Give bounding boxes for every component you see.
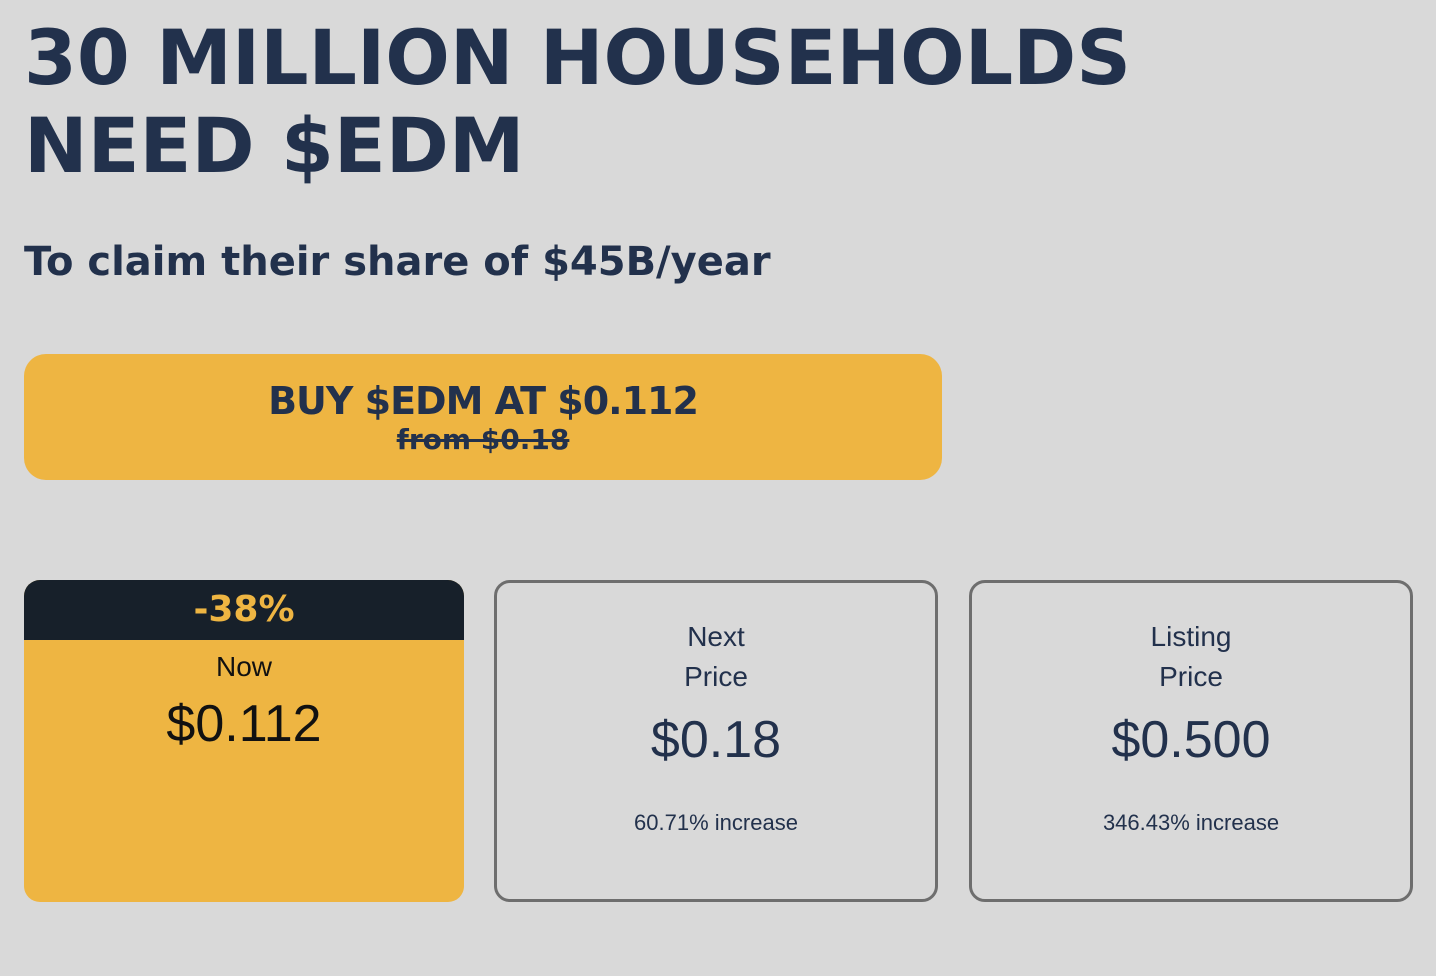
listing-price-increase: 346.43% increase	[1102, 810, 1280, 835]
subheadline: To claim their share of $45B/year	[24, 239, 771, 285]
next-price-increase: 60.71% increase	[634, 810, 798, 835]
headline-line-2: NEED $EDM	[24, 101, 525, 190]
listing-price-card: Listing Price $0.500 346.43% increase	[969, 580, 1413, 902]
headline: 30 MILLION HOUSEHOLDS NEED $EDM	[24, 14, 1131, 190]
buy-edm-button[interactable]: BUY $EDM AT $0.112 from $0.18	[24, 354, 942, 480]
headline-line-1: 30 MILLION HOUSEHOLDS	[24, 13, 1131, 102]
current-price-card: -38% Now $0.112	[24, 580, 464, 902]
current-price-value: $0.112	[166, 695, 322, 753]
next-price-label-line-1: Next	[687, 621, 745, 652]
listing-price-value: $0.500	[1111, 711, 1271, 769]
listing-price-label-line-2: Price	[1159, 661, 1223, 692]
next-price-card: Next Price $0.18 60.71% increase	[494, 580, 938, 902]
current-price-label: Now	[215, 651, 272, 682]
next-price-value: $0.18	[650, 711, 782, 769]
buy-button-old-price: from $0.18	[396, 423, 570, 456]
discount-badge: -38%	[24, 580, 464, 640]
buy-button-label: BUY $EDM AT $0.112	[268, 379, 699, 423]
next-price-label-line-2: Price	[684, 661, 748, 692]
listing-price-label-line-1: Listing	[1150, 621, 1232, 652]
